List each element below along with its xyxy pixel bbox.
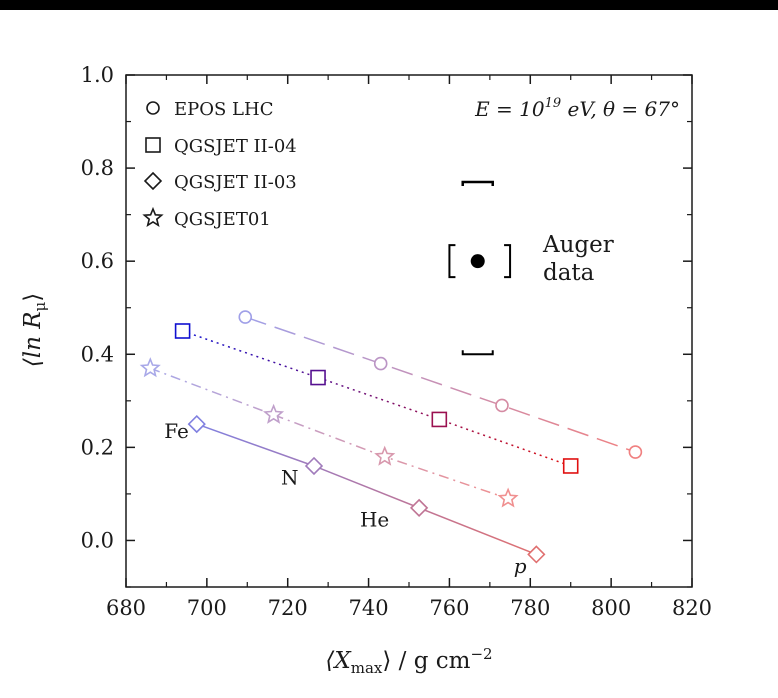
x-tick-label: 820 <box>672 596 712 620</box>
auger-data-marker <box>448 180 512 356</box>
x-axis-title-tail: ⟩ / g cm <box>382 648 470 674</box>
y-axis-title-main: ⟨ln R <box>20 311 46 367</box>
data-point-star <box>497 487 519 508</box>
legend-marker-circle <box>146 101 160 115</box>
data-point-circle <box>238 310 253 324</box>
x-tick-label: 720 <box>268 596 308 620</box>
auger-sys-lower <box>461 350 494 356</box>
data-point-circle <box>495 398 509 413</box>
series-line-2 <box>196 423 537 556</box>
top-border <box>0 0 778 10</box>
data-point-star <box>262 403 285 424</box>
series-line-1 <box>182 330 571 467</box>
data-point-star <box>139 357 161 378</box>
x-tick-label: 760 <box>429 596 469 620</box>
data-point-diamond <box>304 456 324 476</box>
y-tick-label: 0.2 <box>81 435 114 459</box>
data-point-star <box>374 445 396 466</box>
y-tick-label: 0.0 <box>81 528 114 552</box>
data-point-diamond <box>409 498 429 518</box>
primary-label-p: p <box>514 554 527 578</box>
legend-label-qgsjet01: QGSJET01 <box>174 209 271 230</box>
legend-marker-square <box>145 137 161 153</box>
data-point-circle <box>373 356 388 371</box>
data-point-diamond <box>527 545 546 564</box>
annotation-tail: eV, θ = 67° <box>561 97 680 121</box>
axis-ticks: 680 700 720 740 760 780 800 820 0.0 0.2 0.4 0.6 0.8 1… <box>81 63 712 620</box>
y-axis-title-tail: ⟩ <box>20 293 46 302</box>
data-point-square <box>174 323 191 339</box>
auger-bracket-right <box>504 244 512 279</box>
x-tick-label: 680 <box>106 596 146 620</box>
x-tick-label: 780 <box>510 596 550 620</box>
x-axis-title: ⟨Xmax⟩ / g cm−2 <box>325 645 492 677</box>
data-point-diamond <box>187 414 206 434</box>
series-layer <box>139 310 643 564</box>
y-tick-label: 0.8 <box>81 156 114 180</box>
x-tick-label: 800 <box>591 596 631 620</box>
auger-label-line2: data <box>543 260 595 286</box>
y-tick-label: 1.0 <box>81 63 114 87</box>
legend-label-qgsjet-ii-04: QGSJET II-04 <box>174 136 297 157</box>
y-axis-title: ⟨ln Rμ⟩ <box>20 293 49 368</box>
legend-label-qgsjet-ii-03: QGSJET II-03 <box>174 172 297 193</box>
annotation-text: E = 10 <box>474 97 545 121</box>
auger-point <box>470 254 485 269</box>
annotation-sup: 19 <box>545 96 562 111</box>
legend-marker-star <box>142 206 164 228</box>
x-axis-title-sub: max <box>351 659 383 677</box>
series-line-0 <box>245 316 636 453</box>
legend-label-epos: EPOS LHC <box>174 99 273 120</box>
x-axis-title-main: ⟨X <box>325 648 352 674</box>
energy-angle-annotation: E = 1019 eV, θ = 67° <box>474 96 680 121</box>
y-axis-title-sub: μ <box>31 301 49 311</box>
x-tick-label: 700 <box>187 596 227 620</box>
data-point-square <box>431 411 448 428</box>
data-point-square <box>310 369 326 386</box>
data-point-circle <box>628 445 643 459</box>
primary-label-n: N <box>281 466 299 490</box>
y-tick-label: 0.4 <box>81 342 114 366</box>
x-tick-label: 740 <box>349 596 389 620</box>
y-tick-label: 0.6 <box>81 249 114 273</box>
primary-label-he: He <box>360 507 389 531</box>
auger-bracket-left <box>448 244 456 279</box>
auger-label-line1: Auger <box>542 232 614 258</box>
x-axis-title-sup: −2 <box>470 645 492 663</box>
series-line-3 <box>149 367 509 500</box>
legend-marker-diamond <box>143 171 163 191</box>
primary-label-fe: Fe <box>164 419 189 443</box>
data-point-square <box>562 458 579 474</box>
legend: EPOS LHC QGSJET II-04 QGSJET II-03 QGSJE… <box>142 99 297 230</box>
auger-sys-upper <box>461 180 494 187</box>
